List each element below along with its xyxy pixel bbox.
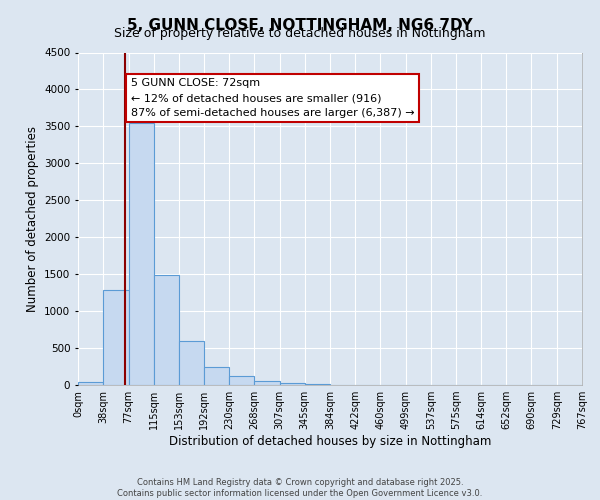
Bar xyxy=(254,380,280,385)
Bar xyxy=(154,275,179,385)
Bar xyxy=(280,383,305,385)
Bar xyxy=(128,124,154,385)
Y-axis label: Number of detached properties: Number of detached properties xyxy=(26,126,38,312)
Bar xyxy=(204,368,229,385)
Bar xyxy=(103,290,128,385)
Bar xyxy=(305,384,331,385)
Text: 5, GUNN CLOSE, NOTTINGHAM, NG6 7DY: 5, GUNN CLOSE, NOTTINGHAM, NG6 7DY xyxy=(127,18,473,32)
Bar xyxy=(229,376,254,385)
Bar xyxy=(179,342,204,385)
Text: Size of property relative to detached houses in Nottingham: Size of property relative to detached ho… xyxy=(114,28,486,40)
Text: Contains HM Land Registry data © Crown copyright and database right 2025.
Contai: Contains HM Land Registry data © Crown c… xyxy=(118,478,482,498)
Bar xyxy=(78,382,103,385)
X-axis label: Distribution of detached houses by size in Nottingham: Distribution of detached houses by size … xyxy=(169,435,491,448)
Text: 5 GUNN CLOSE: 72sqm
← 12% of detached houses are smaller (916)
87% of semi-detac: 5 GUNN CLOSE: 72sqm ← 12% of detached ho… xyxy=(131,78,414,118)
